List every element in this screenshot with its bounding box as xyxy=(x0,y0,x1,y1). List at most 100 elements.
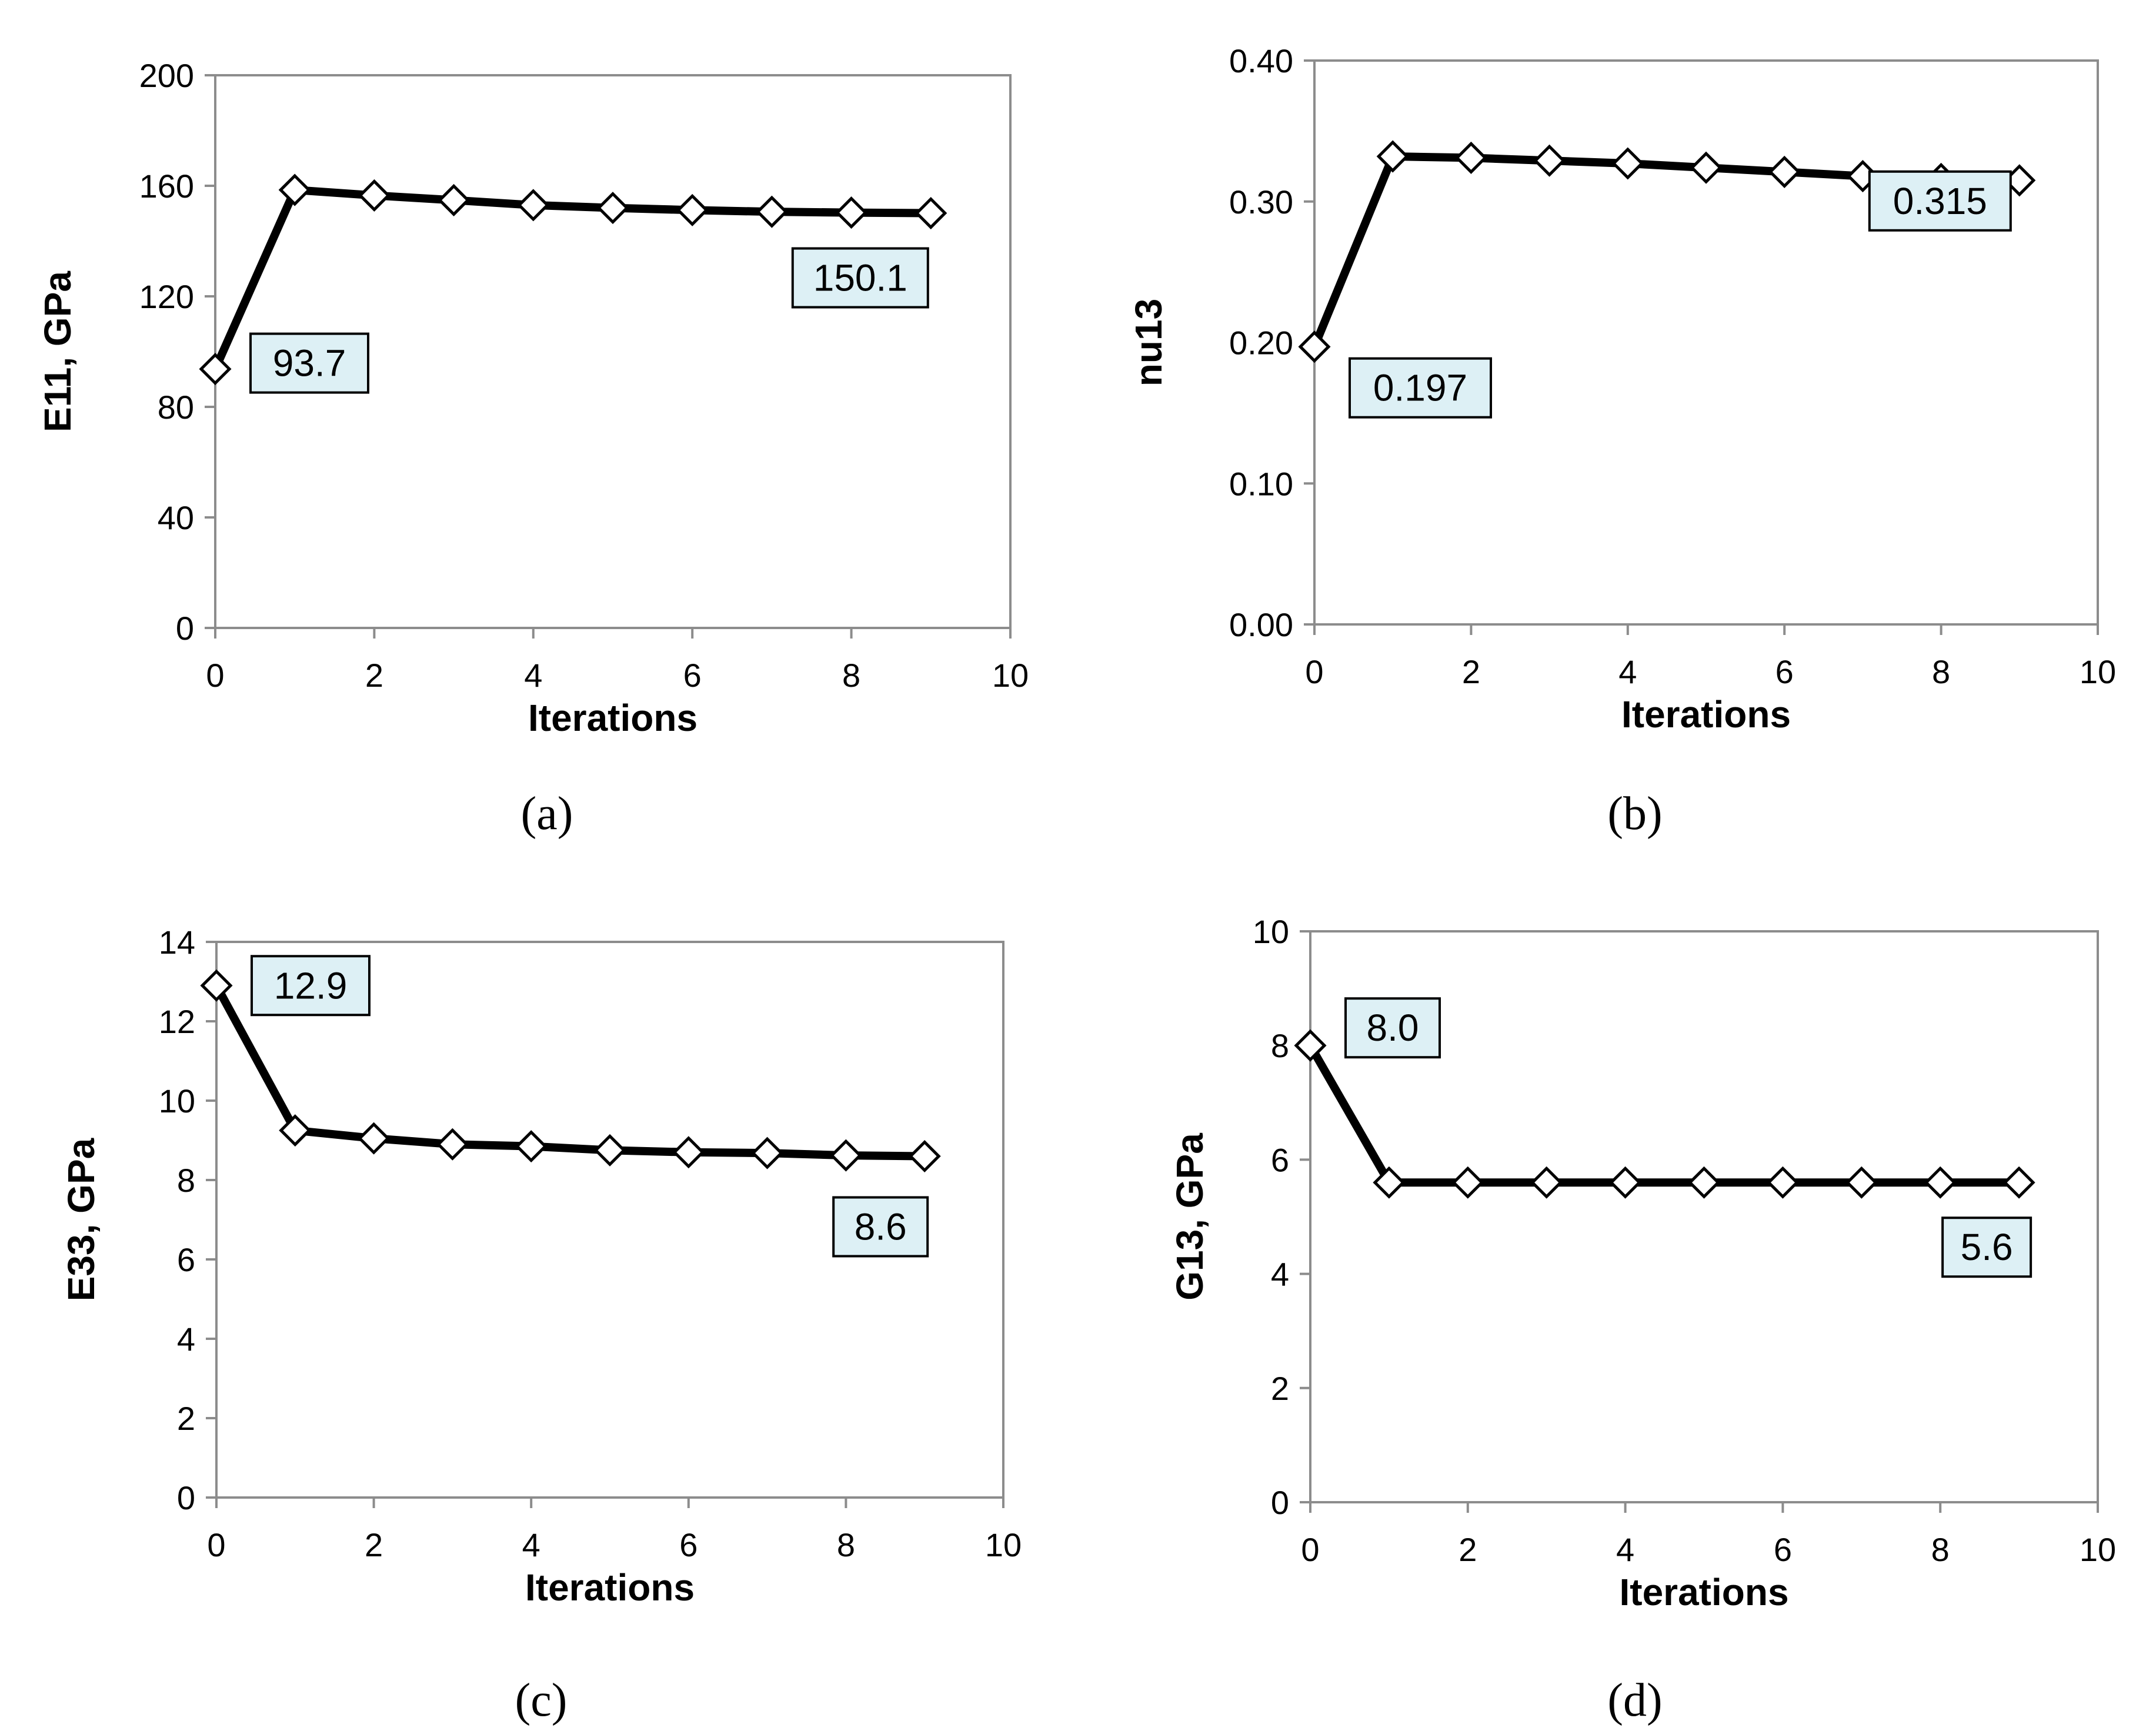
x-axis-title: Iterations xyxy=(1621,693,1791,736)
y-axis-title: E11, GPa xyxy=(36,271,79,432)
y-tick-label: 0.20 xyxy=(1229,325,1293,362)
data-point xyxy=(593,1134,626,1167)
series-line xyxy=(1306,1043,2020,1187)
data-label-box xyxy=(251,955,371,1017)
x-tick-label: 0 xyxy=(206,657,224,694)
data-label: 93.7 xyxy=(273,342,346,385)
x-tick-label: 2 xyxy=(1462,653,1480,690)
y-tick-label: 0.30 xyxy=(1229,183,1293,220)
y-tick-label: 14 xyxy=(159,924,195,961)
data-point xyxy=(1451,1166,1484,1199)
chart-panel: 0 40 80 120 160 200 0 2 4 6 8 10 Iterations E11, GPa 9… xyxy=(36,57,1029,840)
y-tick-label: 10 xyxy=(1253,913,1289,950)
data-label-box xyxy=(249,332,369,394)
x-tick-label: 8 xyxy=(1931,1531,1950,1568)
panel-caption: (a) xyxy=(521,788,573,840)
data-point xyxy=(1298,330,1331,363)
x-tick-label: 6 xyxy=(683,657,702,694)
data-point xyxy=(915,196,947,230)
data-point xyxy=(2003,1166,2035,1199)
plot-frame xyxy=(214,74,1012,629)
y-tick-label: 4 xyxy=(1271,1256,1289,1293)
y-tick-label: 0.40 xyxy=(1229,42,1293,79)
data-point xyxy=(200,969,233,1002)
series-line xyxy=(212,983,925,1161)
data-label: 12.9 xyxy=(274,964,348,1007)
x-tick-label: 0 xyxy=(1301,1531,1319,1568)
data-point xyxy=(676,193,709,226)
x-tick-label: 10 xyxy=(992,657,1029,694)
y-tick-label: 0.10 xyxy=(1229,465,1293,502)
data-point xyxy=(1768,155,1801,188)
y-axis-title: G13, GPa xyxy=(1169,1133,1211,1301)
x-axis-title: Iterations xyxy=(525,1566,695,1609)
data-point xyxy=(1530,1166,1563,1199)
x-tick-label: 8 xyxy=(1932,653,1950,690)
y-tick-label: 80 xyxy=(158,389,194,426)
data-point xyxy=(515,1130,548,1163)
data-label-box xyxy=(1868,170,2012,232)
data-point xyxy=(279,1114,312,1147)
x-tick-label: 4 xyxy=(1616,1531,1634,1568)
data-label: 8.0 xyxy=(1367,1007,1419,1049)
data-point xyxy=(1294,1029,1327,1062)
data-point xyxy=(596,192,629,225)
chart-panel: 0.00 0.10 0.20 0.30 0.40 0 2 4 6 8 10 Iterations nu1… xyxy=(1127,42,2116,840)
data-point xyxy=(1924,1166,1957,1199)
data-label-box xyxy=(1349,357,1492,419)
x-tick-label: 6 xyxy=(679,1526,697,1563)
data-point xyxy=(1766,1166,1799,1199)
y-tick-label: 0 xyxy=(176,610,194,647)
data-point xyxy=(1373,1166,1406,1199)
plot-frame xyxy=(1313,59,2099,626)
data-point xyxy=(829,1139,862,1172)
y-tick-label: 2 xyxy=(177,1400,195,1437)
x-tick-label: 8 xyxy=(837,1526,855,1563)
data-point xyxy=(1376,140,1409,173)
data-label: 8.6 xyxy=(855,1206,907,1248)
y-tick-label: 8 xyxy=(177,1162,195,1199)
y-tick-label: 12 xyxy=(159,1003,195,1040)
data-point xyxy=(751,1137,784,1169)
x-tick-label: 10 xyxy=(2080,1531,2116,1568)
panel-caption: (c) xyxy=(515,1674,568,1726)
data-point xyxy=(908,1139,941,1173)
y-tick-label: 10 xyxy=(159,1082,195,1119)
data-point xyxy=(835,196,868,229)
y-tick-label: 6 xyxy=(177,1241,195,1278)
x-tick-label: 6 xyxy=(1774,1531,1792,1568)
data-label-box xyxy=(1941,1216,2032,1278)
x-tick-label: 2 xyxy=(365,657,383,694)
data-label: 5.6 xyxy=(1961,1226,2013,1268)
x-tick-label: 4 xyxy=(522,1526,540,1563)
data-point xyxy=(438,183,470,216)
chart-panel: 0 2 4 6 8 10 0 2 4 6 8 10 Iterations G13, GPa 8.0 5.6 (d… xyxy=(1169,913,2116,1726)
y-tick-label: 0 xyxy=(177,1479,195,1516)
y-tick-label: 120 xyxy=(139,278,194,315)
data-point xyxy=(1845,1166,1878,1199)
y-tick-label: 0.00 xyxy=(1229,606,1293,643)
plot-frame xyxy=(215,941,1004,1499)
data-point xyxy=(358,1122,391,1155)
x-tick-label: 2 xyxy=(1459,1531,1477,1568)
data-label-box xyxy=(832,1196,929,1258)
data-point xyxy=(1687,1166,1721,1199)
x-axis-title: Iterations xyxy=(528,697,697,739)
chart-panel: 0 2 4 6 8 10 12 14 0 2 4 6 8 10 Iterations E33, GPa 12.9… xyxy=(60,924,1022,1726)
data-point xyxy=(436,1128,469,1161)
data-label: 0.197 xyxy=(1373,367,1467,409)
data-label: 150.1 xyxy=(813,257,907,299)
data-point xyxy=(1611,147,1644,180)
x-tick-label: 8 xyxy=(842,657,860,694)
y-tick-label: 6 xyxy=(1271,1141,1289,1178)
x-axis-title: Iterations xyxy=(1619,1571,1788,1613)
data-label-box xyxy=(1344,997,1441,1059)
panel-caption: (b) xyxy=(1607,788,1662,840)
data-point xyxy=(199,353,232,386)
data-point xyxy=(1454,141,1487,174)
data-point xyxy=(1609,1166,1642,1199)
x-tick-label: 4 xyxy=(1618,653,1637,690)
y-axis-title: E33, GPa xyxy=(60,1138,102,1301)
x-tick-label: 2 xyxy=(365,1526,383,1563)
